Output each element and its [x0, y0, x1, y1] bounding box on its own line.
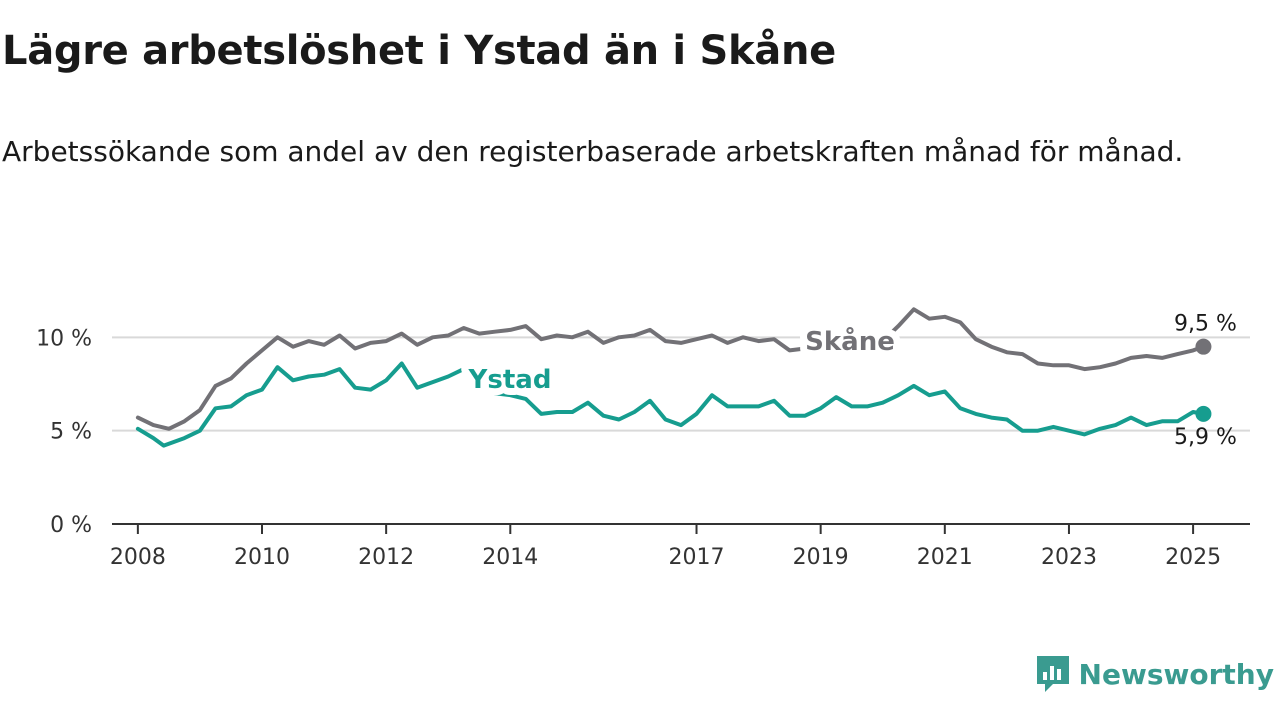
x-tick-label: 2017	[669, 545, 725, 570]
series-label-sk-ne: Skåne	[805, 325, 895, 357]
y-tick-label: 10 %	[36, 326, 92, 351]
series-label-halo: Ystad	[468, 365, 552, 395]
x-axis-ticks: 2008 2010 2012 2014 2017 2019 2021 2023 2025	[110, 524, 1221, 570]
brand-logo: Newsworthy	[1035, 654, 1274, 694]
series-label-ystad: Ystad	[468, 365, 552, 395]
newsworthy-logo-icon	[1036, 656, 1069, 692]
y-axis-ticks: 0 % 5 % 10 %	[36, 326, 92, 538]
end-value-label-ystad: 5,9 %	[1174, 425, 1237, 450]
end-point-sk-ne	[1195, 338, 1212, 355]
x-tick-label: 2012	[358, 545, 414, 570]
series-lines	[135, 307, 1212, 448]
series-line-sk-ne	[135, 307, 1206, 431]
grid-lines	[112, 336, 1250, 432]
y-tick-label: 5 %	[50, 420, 92, 445]
x-tick-label: 2019	[793, 545, 849, 570]
x-tick-label: 2025	[1165, 545, 1221, 570]
brand-name: Newsworthy	[1078, 657, 1274, 691]
series-line-ystad	[135, 361, 1206, 448]
end-value-label-sk-ne: 9,5 %	[1174, 312, 1237, 337]
x-tick-label: 2010	[234, 545, 290, 570]
y-tick-label: 0 %	[50, 513, 92, 538]
x-tick-label: 2021	[917, 545, 973, 570]
end-point-ystad	[1195, 405, 1212, 422]
x-tick-label: 2014	[482, 545, 538, 570]
x-tick-label: 2008	[110, 545, 166, 570]
x-tick-label: 2023	[1041, 545, 1097, 570]
chart-subtitle: Arbetssökande som andel av den registerb…	[2, 135, 1184, 168]
chart-title: Lägre arbetslöshet i Ystad än i Skåne	[2, 28, 836, 74]
